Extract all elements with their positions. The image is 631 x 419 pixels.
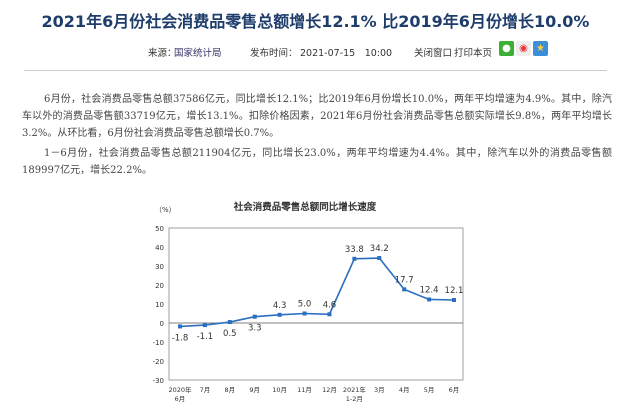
data-label: 34.2: [370, 244, 389, 254]
data-label: 0.5: [223, 329, 237, 339]
data-label: 12.1: [445, 286, 464, 296]
source-label: 来源：: [148, 48, 177, 59]
data-label: 12.4: [420, 285, 439, 295]
data-label: 33.8: [345, 245, 364, 255]
data-label: 5.0: [298, 300, 312, 310]
x-tick-label: 4月: [399, 386, 410, 394]
x-tick-label: 7月: [200, 386, 211, 394]
y-tick-label: 40: [155, 244, 164, 252]
data-point: [227, 320, 232, 325]
divider: [24, 70, 607, 71]
data-label: 4.3: [273, 301, 287, 311]
data-point: [427, 297, 432, 302]
x-tick-label: 6月: [175, 395, 186, 403]
x-tick-label: 9月: [249, 386, 260, 394]
y-tick-label: -20: [153, 358, 164, 366]
y-tick-label: 20: [155, 282, 164, 290]
data-label: -1.1: [197, 332, 214, 342]
source-link[interactable]: 国家统计局: [174, 48, 222, 59]
y-tick-label: -10: [153, 339, 164, 347]
data-point: [402, 287, 407, 292]
y-tick-label: -30: [153, 377, 164, 385]
favorite-star-icon[interactable]: ★: [533, 41, 548, 56]
data-point: [352, 256, 357, 261]
weibo-icon[interactable]: ◉: [516, 41, 531, 56]
y-tick-label: 0: [160, 320, 164, 328]
x-tick-label: 3月: [374, 386, 385, 394]
x-tick-label: 2021年: [343, 385, 367, 394]
data-point: [277, 312, 282, 317]
y-axis-unit: （%）: [155, 206, 176, 214]
publish-time: 2021-07-15 10:00: [300, 48, 393, 59]
data-point: [452, 298, 456, 303]
x-tick-label: 5月: [424, 386, 435, 394]
data-label: -1.8: [172, 333, 189, 343]
series-line: [179, 257, 455, 328]
page-title: 2021年6月份社会消费品零售总额增长12.1% 比2019年6月份增长10.0…: [41, 12, 590, 31]
data-point: [377, 256, 382, 261]
close-window-link[interactable]: 关闭窗口: [414, 48, 453, 59]
x-tick-label: 12月: [322, 386, 337, 394]
y-tick-label: 30: [155, 263, 164, 271]
x-tick-label: 2020年: [168, 385, 192, 394]
x-tick-label: 6月: [449, 386, 460, 394]
data-label: 17.7: [395, 275, 414, 285]
x-tick-label: 1-2月: [346, 395, 363, 403]
print-page-link[interactable]: 打印本页: [454, 48, 493, 59]
data-point: [327, 312, 332, 317]
plot-area: [168, 227, 464, 381]
paragraph-2: 1－6月份，社会消费品零售总额211904亿元，同比增长23.0%，两年平均增速…: [22, 148, 612, 176]
data-point: [252, 314, 257, 319]
x-tick-label: 8月: [224, 386, 235, 394]
y-tick-label: 10: [155, 301, 164, 309]
x-tick-label: 10月: [272, 386, 287, 394]
data-point: [302, 311, 307, 316]
paragraph-1: 6月份，社会消费品零售总额37586亿元，同比增长12.1%；比2019年6月份…: [22, 94, 612, 139]
data-label: 4.6: [323, 300, 337, 310]
chart-title: 社会消费品零售总额同比增长速度: [233, 201, 377, 213]
x-tick-label: 11月: [297, 386, 312, 394]
wechat-icon[interactable]: ●: [499, 41, 514, 56]
data-label: 3.3: [248, 324, 262, 334]
data-point: [202, 323, 207, 328]
data-point: [178, 324, 182, 329]
publish-time-label: 发布时间：: [250, 48, 298, 59]
y-tick-label: 50: [155, 225, 164, 233]
